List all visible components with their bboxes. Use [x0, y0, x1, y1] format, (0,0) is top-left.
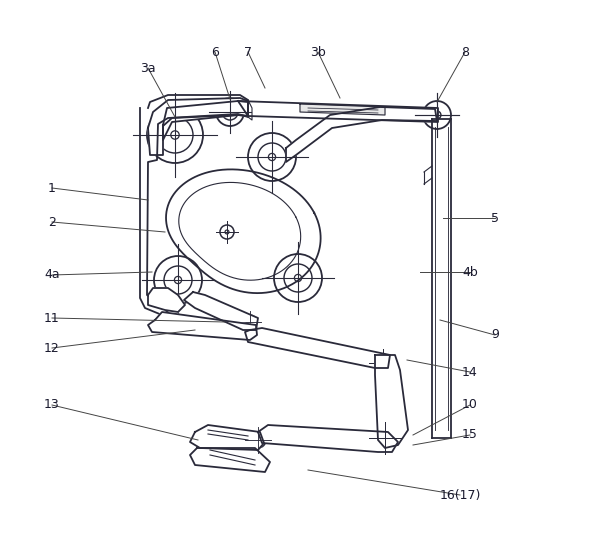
- Text: 15: 15: [462, 429, 478, 441]
- Text: 3a: 3a: [140, 61, 156, 74]
- Polygon shape: [184, 292, 258, 330]
- Polygon shape: [148, 312, 257, 340]
- Text: 16(17): 16(17): [439, 488, 481, 501]
- Polygon shape: [163, 101, 248, 140]
- Polygon shape: [190, 425, 264, 450]
- Text: 1: 1: [48, 182, 56, 195]
- Text: 7: 7: [244, 45, 252, 59]
- Polygon shape: [245, 328, 390, 368]
- Polygon shape: [238, 101, 438, 122]
- Polygon shape: [432, 119, 451, 438]
- Text: 10: 10: [462, 398, 478, 411]
- Text: 5: 5: [491, 211, 499, 225]
- Text: 11: 11: [44, 312, 60, 324]
- Polygon shape: [148, 98, 248, 155]
- Text: 3b: 3b: [310, 45, 326, 59]
- Text: 4a: 4a: [44, 268, 60, 281]
- Polygon shape: [258, 425, 398, 452]
- Polygon shape: [286, 107, 437, 162]
- Text: 14: 14: [462, 365, 478, 378]
- Text: 12: 12: [44, 342, 60, 355]
- Text: 9: 9: [491, 328, 499, 342]
- Text: 6: 6: [211, 45, 219, 59]
- Text: 2: 2: [48, 216, 56, 229]
- Polygon shape: [148, 288, 185, 312]
- Polygon shape: [190, 448, 270, 472]
- Text: 13: 13: [44, 398, 60, 411]
- Text: 8: 8: [461, 45, 469, 59]
- Polygon shape: [300, 104, 385, 115]
- Polygon shape: [375, 355, 408, 448]
- Text: 4b: 4b: [462, 266, 478, 279]
